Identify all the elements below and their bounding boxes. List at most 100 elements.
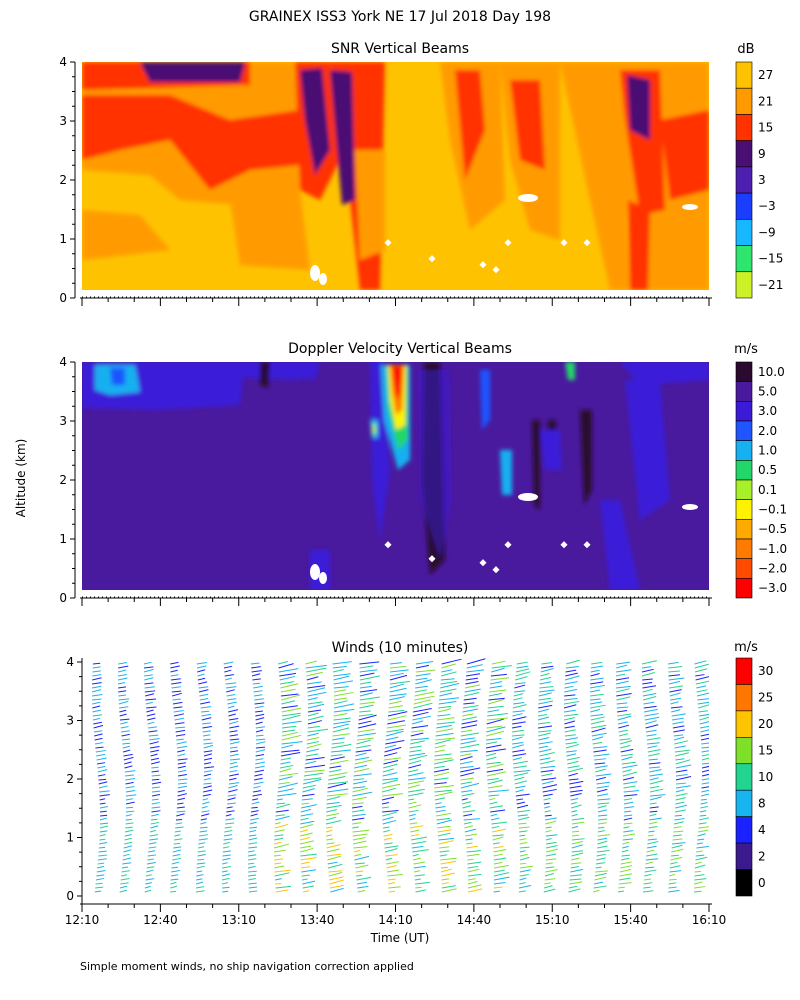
wind-barb <box>248 877 256 881</box>
wind-barb <box>248 837 258 841</box>
wind-barb <box>95 746 104 749</box>
wind-barb <box>408 813 416 817</box>
wind-barb <box>696 685 707 689</box>
colorbar-swatch <box>735 657 753 685</box>
wind-barb <box>388 886 401 889</box>
wind-barb <box>300 824 314 829</box>
wind-barb <box>564 717 576 721</box>
footnote: Simple moment winds, no ship navigation … <box>80 960 414 973</box>
colorbar-label: 15 <box>758 744 773 758</box>
wind-barb <box>700 729 709 733</box>
wind-barb <box>696 842 703 845</box>
wind-barb <box>248 870 257 873</box>
wind-barb <box>675 801 685 805</box>
wind-profile <box>563 659 585 893</box>
wind-barb <box>301 802 310 805</box>
wind-barb <box>98 781 108 785</box>
wind-barb <box>618 882 632 885</box>
wind-barb <box>387 878 396 881</box>
x-tick-label: 13:10 <box>221 913 256 927</box>
wind-barb <box>694 861 702 865</box>
wind-barb <box>622 838 633 841</box>
wind-barb <box>597 822 607 825</box>
wind-barb <box>568 885 578 889</box>
colorbar-label: −3 <box>758 199 776 213</box>
wind-barb <box>466 658 486 665</box>
colorbar-swatch <box>735 87 753 115</box>
wind-barb <box>617 890 624 893</box>
wind-barb <box>119 713 127 717</box>
wind-barb <box>597 814 608 817</box>
wind-barb <box>415 664 430 669</box>
wind-barb <box>301 869 316 873</box>
wind-barb <box>254 765 265 769</box>
y-tick-label: 0 <box>66 889 74 903</box>
wind-barb <box>696 845 709 849</box>
wind-barb <box>307 697 318 701</box>
wind-barb <box>564 675 580 681</box>
wind-barb <box>174 722 185 725</box>
wind-barb <box>382 819 397 825</box>
wind-barb <box>171 686 181 689</box>
wind-barb <box>151 810 161 813</box>
wind-barb <box>513 769 531 773</box>
wind-barb <box>543 802 550 805</box>
wind-barb <box>694 874 705 877</box>
wind-barb <box>203 785 212 789</box>
wind-barb <box>671 848 684 853</box>
wind-barb <box>326 809 338 813</box>
wind-barb <box>326 843 341 849</box>
wind-barb <box>170 881 177 885</box>
wind-barb <box>122 857 131 861</box>
wind-barb <box>595 776 607 781</box>
wind-barb <box>514 682 526 685</box>
wind-barb <box>92 714 102 717</box>
wind-barb <box>701 778 709 781</box>
wind-barb <box>118 665 129 669</box>
wind-barb <box>94 890 102 893</box>
wind-barb <box>619 873 633 877</box>
wind-barb <box>327 855 342 861</box>
snr-field <box>82 62 709 290</box>
wind-barb <box>512 721 526 725</box>
wind-barb <box>597 818 608 821</box>
wind-barb <box>223 838 233 841</box>
wind-barb <box>202 801 210 805</box>
x-axis-label: Time (UT) <box>370 931 430 945</box>
wind-barb <box>385 736 399 741</box>
wind-barb <box>493 886 503 889</box>
wind-barb <box>436 724 452 729</box>
wind-barb <box>252 682 261 685</box>
wind-barb <box>486 730 504 737</box>
wind-barb <box>695 850 703 853</box>
wind-barb <box>590 708 601 713</box>
wind-barb <box>467 861 482 865</box>
wind-barb <box>228 718 239 721</box>
wind-barb <box>301 878 308 881</box>
wind-barb <box>568 772 578 777</box>
wind-barb <box>591 732 607 737</box>
wind-barb <box>305 753 319 757</box>
wind-barb <box>92 709 101 713</box>
wind-barb <box>356 874 363 877</box>
wind-barb <box>175 822 183 825</box>
wind-barb <box>170 890 177 893</box>
wind-barb <box>251 801 260 805</box>
wind-barb <box>143 666 154 669</box>
wind-barb <box>91 689 102 693</box>
wind-barb <box>382 783 401 789</box>
wind-barb <box>384 746 402 753</box>
wind-barb <box>170 674 179 677</box>
wind-barb <box>623 790 640 793</box>
wind-barb <box>196 878 203 881</box>
wind-barb <box>433 771 450 777</box>
wind-barb <box>222 850 232 853</box>
y-tick-label: 3 <box>59 414 67 428</box>
wind-barb <box>229 750 239 753</box>
wind-barb <box>277 782 298 789</box>
wind-barb <box>357 885 369 889</box>
wind-barb <box>435 732 454 737</box>
wind-barb <box>407 777 426 781</box>
wind-barb <box>519 850 526 853</box>
wind-barb <box>278 782 290 785</box>
